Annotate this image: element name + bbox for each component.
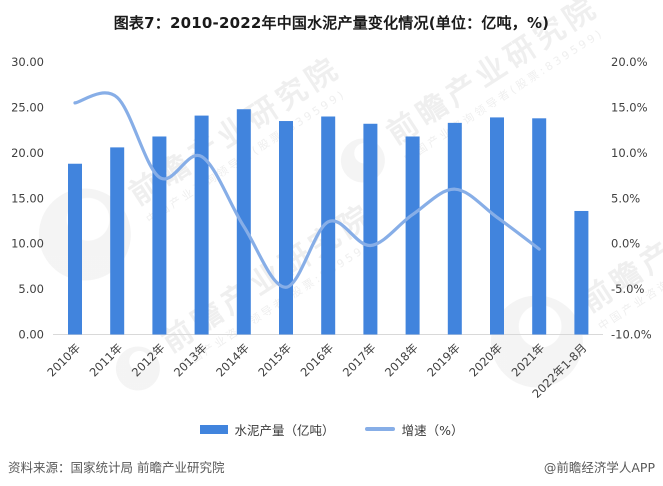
bar-2015年 (279, 121, 293, 335)
x-axis-label: 2021年 (509, 341, 548, 380)
x-axis-label: 2017年 (340, 341, 379, 380)
x-axis-label: 2010年 (44, 341, 83, 380)
chart-area: 30.00 25.00 20.00 15.00 10.00 5.00 0.00 20.0% 15… (0, 45, 663, 417)
credit-text: @前瞻经济学人APP (543, 460, 655, 475)
legend-item-production: 水泥产量（亿吨） (199, 420, 335, 439)
bar-2012年 (152, 136, 167, 335)
bar-2021年 (532, 118, 547, 335)
right-axis-tick-label: 15.0% (611, 100, 648, 114)
chart-svg: 30.00 25.00 20.00 15.00 10.00 5.00 0.00 20.0% 15… (11, 55, 652, 401)
bar-2018年 (405, 136, 420, 335)
data-source-text: 资料来源：国家统计局 前瞻产业研究院 (8, 460, 225, 475)
right-axis-tick-label: -5.0% (611, 282, 644, 296)
bar-2022年1-8月 (574, 210, 589, 335)
bar-swatch-icon (199, 424, 228, 434)
line-swatch-icon (364, 427, 395, 431)
right-axis-tick-label: 20.0% (611, 55, 648, 69)
left-axis-tick-label: 25.00 (11, 100, 44, 114)
left-axis-tick-label: 0.00 (18, 328, 44, 342)
bar-2014年 (236, 109, 251, 335)
right-axis-tick-label: 5.0% (611, 191, 640, 205)
x-axis-label: 2012年 (129, 341, 168, 380)
left-axis-tick-label: 30.00 (11, 55, 44, 69)
bar-2019年 (447, 122, 462, 335)
bar-2020年 (490, 117, 504, 335)
bar-2011年 (110, 147, 125, 335)
right-axis-tick-label: 10.0% (611, 146, 648, 160)
legend-item-growth: 增速（%） (364, 420, 464, 439)
left-axis-tick-label: 5.00 (18, 282, 44, 296)
left-axis-tick-label: 15.00 (11, 191, 44, 205)
growth-line-series (73, 91, 541, 289)
page-title: 图表7：2010-2022年中国水泥产量变化情况(单位：亿吨，%) (113, 14, 550, 32)
x-axis-label: 2013年 (171, 341, 210, 380)
legend-label: 增速（%） (401, 422, 464, 438)
x-axis-label: 2018年 (382, 341, 421, 380)
left-axis-tick-label: 20.00 (11, 146, 44, 160)
chart-legend: 水泥产量（亿吨） 增速（%） (0, 418, 663, 440)
x-axis-label: 2011年 (87, 341, 126, 380)
x-axis-label: 2019年 (424, 341, 463, 380)
x-axis-label: 2015年 (255, 341, 294, 380)
right-axis-tick-label: 0.0% (611, 237, 640, 251)
right-axis-tick-label: -10.0% (611, 328, 652, 342)
x-axis-label: 2014年 (213, 341, 252, 380)
footer: 资料来源：国家统计局 前瞻产业研究院 @前瞻经济学人APP (0, 457, 663, 476)
bar-2017年 (363, 123, 378, 335)
bar-2013年 (194, 115, 209, 335)
bar-2016年 (321, 116, 336, 335)
x-axis-label: 2020年 (466, 341, 505, 380)
legend-label: 水泥产量（亿吨） (234, 422, 335, 438)
x-axis-label: 2016年 (298, 341, 337, 380)
left-axis-tick-label: 10.00 (11, 237, 44, 251)
bar-2010年 (68, 163, 82, 335)
